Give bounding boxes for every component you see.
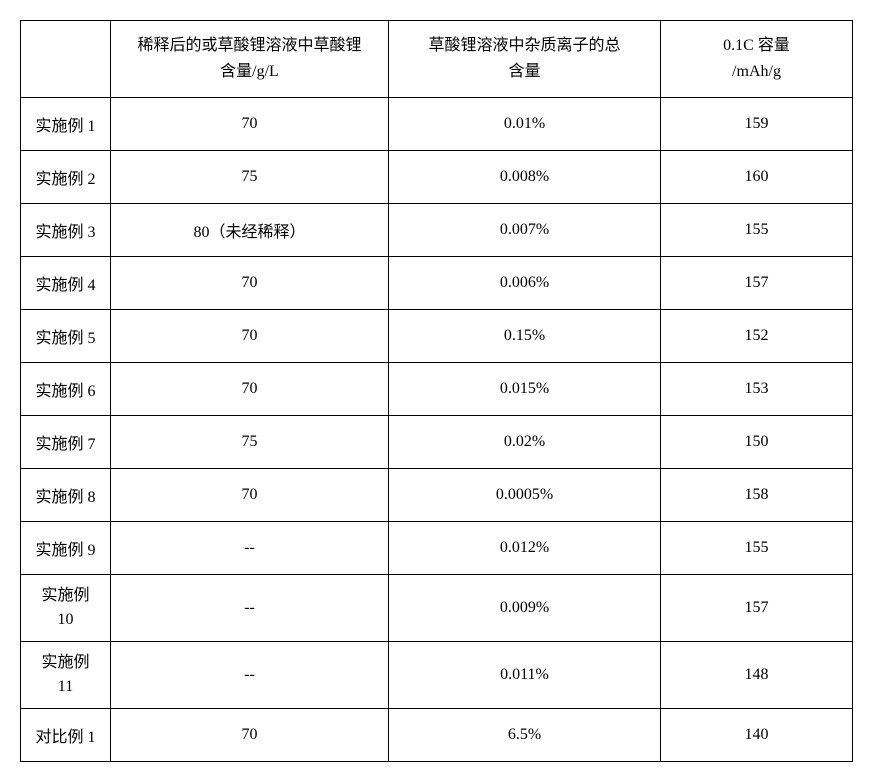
cell: 0.15% bbox=[389, 310, 661, 363]
cell: 75 bbox=[111, 151, 389, 204]
cell: 148 bbox=[661, 642, 853, 709]
table-row: 实施例 8700.0005%158 bbox=[21, 469, 853, 522]
cell: 0.01% bbox=[389, 98, 661, 151]
cell: 150 bbox=[661, 416, 853, 469]
table-row: 实施例 5700.15%152 bbox=[21, 310, 853, 363]
table-row: 实施例 9--0.012%155 bbox=[21, 522, 853, 575]
cell: 70 bbox=[111, 363, 389, 416]
header-cell-capacity: 0.1C 容量/mAh/g bbox=[661, 21, 853, 98]
header-cell-empty bbox=[21, 21, 111, 98]
row-label: 实施例 4 bbox=[21, 257, 111, 310]
cell: 70 bbox=[111, 257, 389, 310]
cell: 0.012% bbox=[389, 522, 661, 575]
cell: 0.011% bbox=[389, 642, 661, 709]
cell: 0.006% bbox=[389, 257, 661, 310]
table-header: 稀释后的或草酸锂溶液中草酸锂含量/g/L 草酸锂溶液中杂质离子的总含量 0.1C… bbox=[21, 21, 853, 98]
row-label: 实施例10 bbox=[21, 575, 111, 642]
table-row: 实施例 7750.02%150 bbox=[21, 416, 853, 469]
row-label: 实施例 9 bbox=[21, 522, 111, 575]
cell: 153 bbox=[661, 363, 853, 416]
cell: 0.007% bbox=[389, 204, 661, 257]
table-row: 实施例 380（未经稀释）0.007%155 bbox=[21, 204, 853, 257]
table-row: 实施例 1700.01%159 bbox=[21, 98, 853, 151]
cell: 158 bbox=[661, 469, 853, 522]
cell: 0.015% bbox=[389, 363, 661, 416]
cell: -- bbox=[111, 522, 389, 575]
header-cell-content: 稀释后的或草酸锂溶液中草酸锂含量/g/L bbox=[111, 21, 389, 98]
cell: 80（未经稀释） bbox=[111, 204, 389, 257]
row-label: 实施例 5 bbox=[21, 310, 111, 363]
row-label: 实施例 2 bbox=[21, 151, 111, 204]
cell: 155 bbox=[661, 522, 853, 575]
cell: 70 bbox=[111, 310, 389, 363]
header-cell-impurity: 草酸锂溶液中杂质离子的总含量 bbox=[389, 21, 661, 98]
cell: 140 bbox=[661, 709, 853, 762]
cell: 157 bbox=[661, 575, 853, 642]
cell: 0.0005% bbox=[389, 469, 661, 522]
header-row: 稀释后的或草酸锂溶液中草酸锂含量/g/L 草酸锂溶液中杂质离子的总含量 0.1C… bbox=[21, 21, 853, 98]
cell: 157 bbox=[661, 257, 853, 310]
cell: 0.02% bbox=[389, 416, 661, 469]
cell: 155 bbox=[661, 204, 853, 257]
table-row: 实施例10--0.009%157 bbox=[21, 575, 853, 642]
table-row: 实施例11--0.011%148 bbox=[21, 642, 853, 709]
row-label: 实施例 6 bbox=[21, 363, 111, 416]
data-table: 稀释后的或草酸锂溶液中草酸锂含量/g/L 草酸锂溶液中杂质离子的总含量 0.1C… bbox=[20, 20, 853, 762]
row-label: 对比例 1 bbox=[21, 709, 111, 762]
cell: 159 bbox=[661, 98, 853, 151]
table-row: 对比例 1706.5%140 bbox=[21, 709, 853, 762]
cell: -- bbox=[111, 575, 389, 642]
table-row: 实施例 2750.008%160 bbox=[21, 151, 853, 204]
table-body: 实施例 1700.01%159实施例 2750.008%160实施例 380（未… bbox=[21, 98, 853, 762]
row-label: 实施例11 bbox=[21, 642, 111, 709]
row-label: 实施例 3 bbox=[21, 204, 111, 257]
row-label: 实施例 7 bbox=[21, 416, 111, 469]
table-row: 实施例 4700.006%157 bbox=[21, 257, 853, 310]
cell: 160 bbox=[661, 151, 853, 204]
cell: 70 bbox=[111, 469, 389, 522]
table-row: 实施例 6700.015%153 bbox=[21, 363, 853, 416]
cell: 6.5% bbox=[389, 709, 661, 762]
row-label: 实施例 8 bbox=[21, 469, 111, 522]
cell: 70 bbox=[111, 709, 389, 762]
cell: 0.008% bbox=[389, 151, 661, 204]
cell: 152 bbox=[661, 310, 853, 363]
cell: 70 bbox=[111, 98, 389, 151]
cell: 0.009% bbox=[389, 575, 661, 642]
row-label: 实施例 1 bbox=[21, 98, 111, 151]
cell: -- bbox=[111, 642, 389, 709]
cell: 75 bbox=[111, 416, 389, 469]
